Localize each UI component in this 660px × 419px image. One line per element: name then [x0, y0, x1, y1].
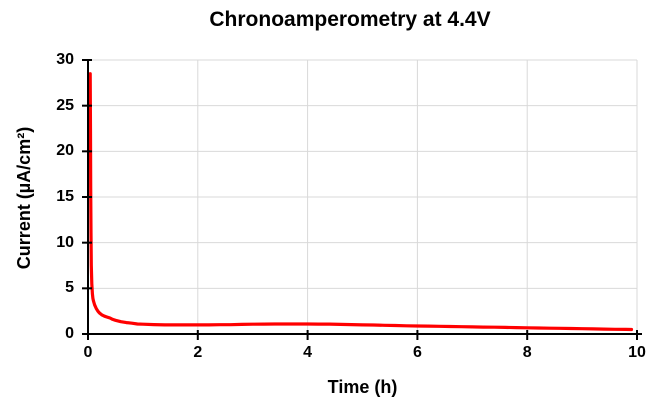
y-tick-label: 0: [65, 325, 74, 342]
x-axis-title: Time (h): [327, 377, 398, 397]
y-tick-label: 5: [65, 279, 74, 297]
plot-area: [82, 59, 642, 340]
y-tick-label: 15: [56, 188, 74, 205]
x-tick-label: 8: [522, 344, 532, 361]
x-tick-label: 0: [83, 344, 93, 361]
data-series-line: [88, 72, 634, 332]
x-tick-label: 4: [303, 344, 313, 361]
y-tick-label: 20: [56, 142, 74, 160]
x-tick-label: 6: [412, 344, 422, 361]
x-tick-label: 2: [193, 344, 203, 361]
x-tick-label: 10: [628, 344, 646, 361]
chart-title: Chronoamperometry at 4.4V: [209, 8, 491, 31]
y-tick-label: 30: [56, 51, 74, 68]
y-tick-label: 10: [56, 233, 74, 251]
y-tick-label: 25: [56, 96, 74, 114]
